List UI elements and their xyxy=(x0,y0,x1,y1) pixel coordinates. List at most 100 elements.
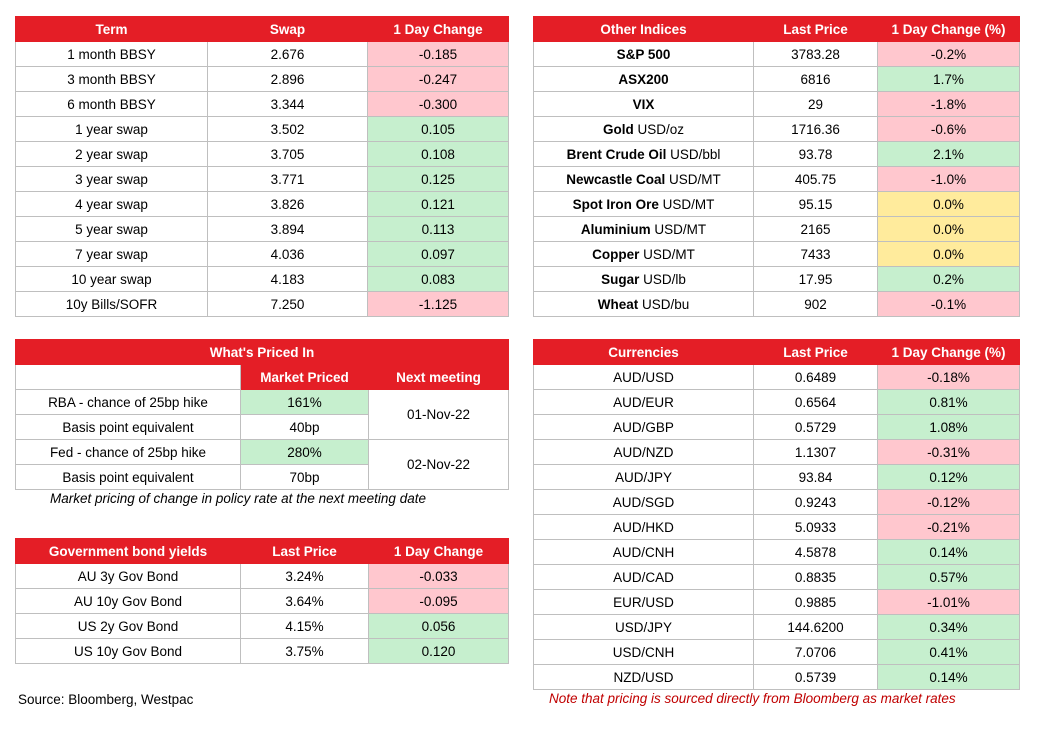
currency-pair: USD/CNH xyxy=(533,639,754,665)
swap-change: 0.097 xyxy=(367,241,509,267)
index-price: 405.75 xyxy=(753,166,878,192)
index-name: Sugar xyxy=(601,271,640,287)
currency-pair: AUD/EUR xyxy=(533,389,754,415)
currency-change: -0.31% xyxy=(877,439,1020,465)
swap-term: 3 month BBSY xyxy=(15,66,208,92)
header-other-indices: Other Indices xyxy=(533,16,754,42)
header-term: Term xyxy=(15,16,208,42)
swap-rates-table: Term Swap 1 Day Change 1 month BBSY 2.676… xyxy=(15,16,509,317)
swap-term: 4 year swap xyxy=(15,191,208,217)
currency-row: AUD/EUR 0.6564 0.81% xyxy=(533,389,1020,415)
currency-row: AUD/USD 0.6489 -0.18% xyxy=(533,364,1020,390)
currency-pair: AUD/CNH xyxy=(533,539,754,565)
currency-change: 1.08% xyxy=(877,414,1020,440)
index-price: 2165 xyxy=(753,216,878,242)
index-name: Wheat xyxy=(597,296,639,312)
currency-price: 0.8835 xyxy=(753,564,878,590)
swap-term: 2 year swap xyxy=(15,141,208,167)
currency-row: AUD/CNH 4.5878 0.14% xyxy=(533,539,1020,565)
swap-change: 0.105 xyxy=(367,116,509,142)
index-name: Gold xyxy=(602,121,634,137)
index-name: ASX200 xyxy=(618,71,669,87)
swap-term: 1 month BBSY xyxy=(15,41,208,67)
swap-change: -0.247 xyxy=(367,66,509,92)
currency-price: 0.9243 xyxy=(753,489,878,515)
index-unit: USD/MT xyxy=(639,246,695,262)
header-fx-change: 1 Day Change (%) xyxy=(877,339,1020,365)
currency-row: AUD/JPY 93.84 0.12% xyxy=(533,464,1020,490)
currency-pair: AUD/JPY xyxy=(533,464,754,490)
header-swap: Swap xyxy=(207,16,368,42)
currency-row: NZD/USD 0.5739 0.14% xyxy=(533,664,1020,690)
priced-in-note: Market pricing of change in policy rate … xyxy=(50,491,426,506)
swap-change: 0.113 xyxy=(367,216,509,242)
index-name: Newcastle Coal xyxy=(566,171,666,187)
bond-change: -0.095 xyxy=(368,588,509,614)
index-row: Newcastle Coal USD/MT 405.75 -1.0% xyxy=(533,166,1020,192)
bond-price: 4.15% xyxy=(240,613,369,639)
swap-value: 3.344 xyxy=(207,91,368,117)
currency-row: AUD/SGD 0.9243 -0.12% xyxy=(533,489,1020,515)
bond-change: -0.033 xyxy=(368,563,509,589)
index-name-cell: Gold USD/oz xyxy=(533,116,754,142)
whats-priced-in-table: What's Priced In Market Priced Next meet… xyxy=(14,339,510,490)
swap-change: -0.185 xyxy=(367,41,509,67)
swap-row: 10y Bills/SOFR 7.250 -1.125 xyxy=(15,291,509,317)
index-unit: USD/bu xyxy=(638,296,690,312)
index-price: 93.78 xyxy=(753,141,878,167)
currency-pair: AUD/SGD xyxy=(533,489,754,515)
bond-price: 3.75% xyxy=(240,638,369,664)
bond-change: 0.120 xyxy=(368,638,509,664)
index-unit: USD/MT xyxy=(658,196,715,212)
pricing-note: Note that pricing is sourced directly fr… xyxy=(549,691,956,706)
currency-pair: USD/JPY xyxy=(533,614,754,640)
index-unit: USD/bbl xyxy=(666,146,721,162)
index-change: -0.6% xyxy=(877,116,1020,142)
index-name-cell: Wheat USD/bu xyxy=(533,291,754,317)
index-name-cell: Brent Crude Oil USD/bbl xyxy=(533,141,754,167)
swap-value: 2.676 xyxy=(207,41,368,67)
swap-term: 5 year swap xyxy=(15,216,208,242)
swap-change: 0.108 xyxy=(367,141,509,167)
swap-row: 7 year swap 4.036 0.097 xyxy=(15,241,509,267)
bond-price: 3.64% xyxy=(240,588,369,614)
currency-row: AUD/NZD 1.1307 -0.31% xyxy=(533,439,1020,465)
index-row: VIX 29 -1.8% xyxy=(533,91,1020,117)
swap-change: 0.083 xyxy=(367,266,509,292)
index-price: 1716.36 xyxy=(753,116,878,142)
index-row: Aluminium USD/MT 2165 0.0% xyxy=(533,216,1020,242)
swap-term: 3 year swap xyxy=(15,166,208,192)
index-change: 0.0% xyxy=(877,216,1020,242)
swap-row: 2 year swap 3.705 0.108 xyxy=(15,141,509,167)
currency-pair: AUD/CAD xyxy=(533,564,754,590)
currency-row: AUD/HKD 5.0933 -0.21% xyxy=(533,514,1020,540)
swap-term: 6 month BBSY xyxy=(15,91,208,117)
swap-row: 3 year swap 3.771 0.125 xyxy=(15,166,509,192)
index-name: Brent Crude Oil xyxy=(566,146,667,162)
index-row: Wheat USD/bu 902 -0.1% xyxy=(533,291,1020,317)
priced-row-value: 70bp xyxy=(240,464,369,490)
currency-price: 1.1307 xyxy=(753,439,878,465)
currency-pair: NZD/USD xyxy=(533,664,754,690)
index-row: ASX200 6816 1.7% xyxy=(533,66,1020,92)
swap-term: 7 year swap xyxy=(15,241,208,267)
index-price: 29 xyxy=(753,91,878,117)
header-market-priced: Market Priced xyxy=(240,364,369,390)
swap-value: 3.771 xyxy=(207,166,368,192)
index-name: Aluminium xyxy=(580,221,651,237)
currency-change: -1.01% xyxy=(877,589,1020,615)
currency-price: 7.0706 xyxy=(753,639,878,665)
currency-price: 0.9885 xyxy=(753,589,878,615)
index-price: 7433 xyxy=(753,241,878,267)
currency-pair: AUD/USD xyxy=(533,364,754,390)
index-row: Gold USD/oz 1716.36 -0.6% xyxy=(533,116,1020,142)
swap-value: 3.705 xyxy=(207,141,368,167)
header-change: 1 Day Change xyxy=(367,16,509,42)
index-name: S&P 500 xyxy=(616,46,671,62)
currency-row: AUD/GBP 0.5729 1.08% xyxy=(533,414,1020,440)
bond-row: AU 3y Gov Bond 3.24% -0.033 xyxy=(15,563,509,589)
bond-row: US 10y Gov Bond 3.75% 0.120 xyxy=(15,638,509,664)
currency-row: AUD/CAD 0.8835 0.57% xyxy=(533,564,1020,590)
index-name-cell: VIX xyxy=(533,91,754,117)
swap-row: 1 month BBSY 2.676 -0.185 xyxy=(15,41,509,67)
